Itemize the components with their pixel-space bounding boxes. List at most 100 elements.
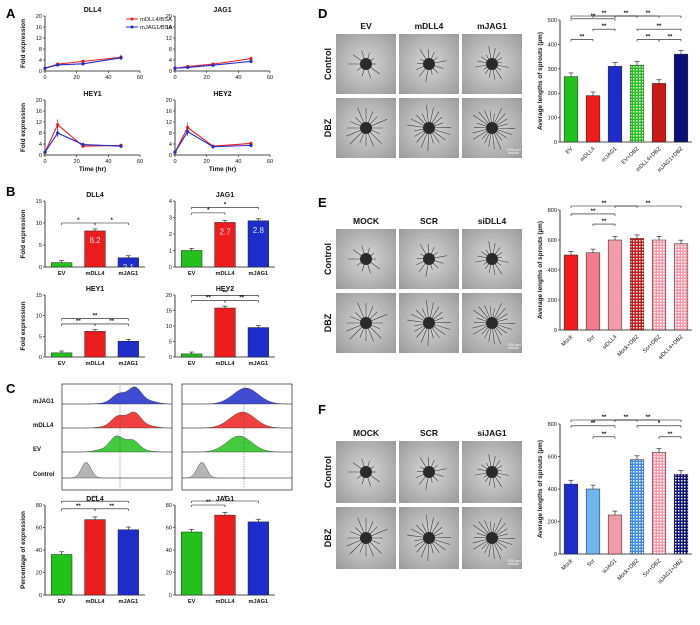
x-tick-label-B1: mDLL4 [86,271,106,277]
chart-title-C2: JAG1 [216,496,234,503]
series-line-A1-1 [44,57,122,69]
chart-title-C1: DLL4 [86,496,104,503]
sig-mark-E: ** [646,201,651,207]
sig-mark-C2: * [224,496,227,502]
chart-title-B1: DLL4 [86,192,104,199]
x-tick-label-A4: 0 [173,159,176,165]
y-tick-label-E: 800 [548,208,557,214]
bar-C2-mDLL4 [214,514,236,596]
sig-mark-D: ** [668,35,673,41]
x-tick-label-D: EV+DBZ [621,146,641,166]
y-tick-label-F: 800 [548,422,557,428]
y-tick-label-B3: 10 [36,314,42,320]
x-tick-label-C2: EV [188,599,196,605]
histogram-ev-1 [181,435,293,453]
x-axis-label-A3: Time (hr) [79,166,106,173]
y-tick-label-E: 200 [548,298,557,304]
panel-label-c: C [6,381,16,396]
x-axis-label-A4: Time (hr) [209,166,236,173]
y-tick-label-D: 500 [548,18,557,24]
y-tick-label-F: 0 [554,552,557,558]
bar-B4-EV [181,353,203,358]
data-point-A1-1 [119,56,123,60]
y-tick-label-B2: 1 [169,249,172,255]
sig-mark-B4: ** [239,296,244,302]
histogram-mjag1-0 [62,386,173,405]
micrograph-col-label: SCR [420,428,438,438]
bar-E-Scr+DBZ [651,239,667,331]
panel-label-d: D [318,6,327,21]
y-tick-label-C2: 80 [166,503,172,509]
bar-B1-EV [51,262,73,268]
y-tick-label-B1: 0 [39,265,42,271]
y-tick-label-C1: 40 [36,548,42,554]
x-tick-label-B2: mDLL4 [216,271,236,277]
bar-E-Mock+DBZ [629,238,645,331]
chart-title-B2: JAG1 [216,192,234,199]
sig-mark-C1: ** [109,504,114,510]
y-tick-label-A1: 16 [36,25,42,31]
spheroid [486,58,498,70]
hist-label-control: Control [33,472,55,478]
y-tick-label-A3: 8 [39,131,42,137]
sig-mark-F: ** [602,432,607,438]
chart-F: 0 200 400 600 800 Average lengths of sprouts … [537,415,692,585]
y-tick-label-B1: 10 [36,221,42,227]
data-point-A2-1 [186,65,190,70]
y-axis-label-B3: Fold expression [20,301,27,350]
data-point-A1-0 [81,59,85,63]
x-tick-label-A3: 60 [137,159,143,165]
sig-mark-F: ** [591,421,596,427]
data-point-A3-1 [43,150,47,154]
panel-c-histograms: mJAG1 mDLL4 EV Control [33,383,293,491]
y-axis-label-F: Average lengths of sprouts (µm) [537,440,544,538]
chart-B3: 0 5 10 15 HEY1 Fold expression EV mDLL4 mJAG1 ** *… [20,286,145,367]
data-point-A1-1 [81,62,85,66]
y-tick-label-C1: 80 [36,503,42,509]
bar-value-B1-mJAG1: 2.1 [123,263,135,272]
y-tick-label-B2: 0 [169,265,172,271]
data-point-A4-1 [211,145,215,149]
sig-mark-D: ** [591,14,596,20]
spheroid [486,466,498,478]
panel-a-legend: mDLL4/BSA mJAG1/BSA [126,17,173,31]
y-tick-label-B4: 15 [166,309,172,315]
hist-label-ev: EV [33,447,41,453]
histogram-control-0 [62,461,172,479]
data-point-A3-0 [56,123,60,127]
y-tick-label-B4: 0 [169,355,172,361]
chart-B2: 0 1 2 3 4 JAG1 EV 2.7 mDLL4 2.8 mJAG1 * * [169,192,275,277]
data-point-A2-1 [211,63,215,67]
y-tick-label-B3: 0 [39,355,42,361]
bar-D-mDLL4 [585,95,601,143]
x-tick-label-A2: 20 [204,75,210,81]
spheroid [486,532,498,544]
y-tick-label-A3: 16 [36,109,42,115]
sig-mark-C1: ** [76,504,81,510]
bar-B2-EV [181,250,203,268]
chart-title-A1: DLL4 [84,7,102,14]
data-point-A3-1 [56,131,60,135]
spheroid [423,58,435,70]
bar-E-siDLL4 [607,239,623,331]
x-tick-label-C1: mDLL4 [86,599,106,605]
x-tick-label-D: mJAG1 [601,146,618,163]
legend-mjag1: mJAG1/BSA [140,25,173,31]
bar-E-Mock [563,254,579,331]
y-tick-label-B4: 20 [166,293,172,299]
chart-title-B4: HEY2 [216,286,234,293]
y-tick-label-A2: 12 [166,36,172,42]
spheroid [423,532,435,544]
sig-mark-D: ** [646,35,651,41]
chart-title-A3: HEY1 [83,91,101,98]
y-tick-label-C2: 20 [166,571,172,577]
x-tick-label-E: Mock+DBZ [616,334,640,358]
y-tick-label-D: 200 [548,91,557,97]
y-tick-label-F: 400 [548,487,557,493]
chart-E: 0 200 400 600 800 Average lengths of sprouts … [537,201,692,361]
hist-label-mdll4: mDLL4 [33,423,54,429]
chart-A3: 0 4 8 12 16 20 HEY1 Fold expression 0 20 40 60 Time … [20,91,143,173]
micrograph-col-label: mJAG1 [477,21,507,31]
bar-F-siJAG1 [607,514,623,555]
y-tick-label-B3: 15 [36,293,42,299]
